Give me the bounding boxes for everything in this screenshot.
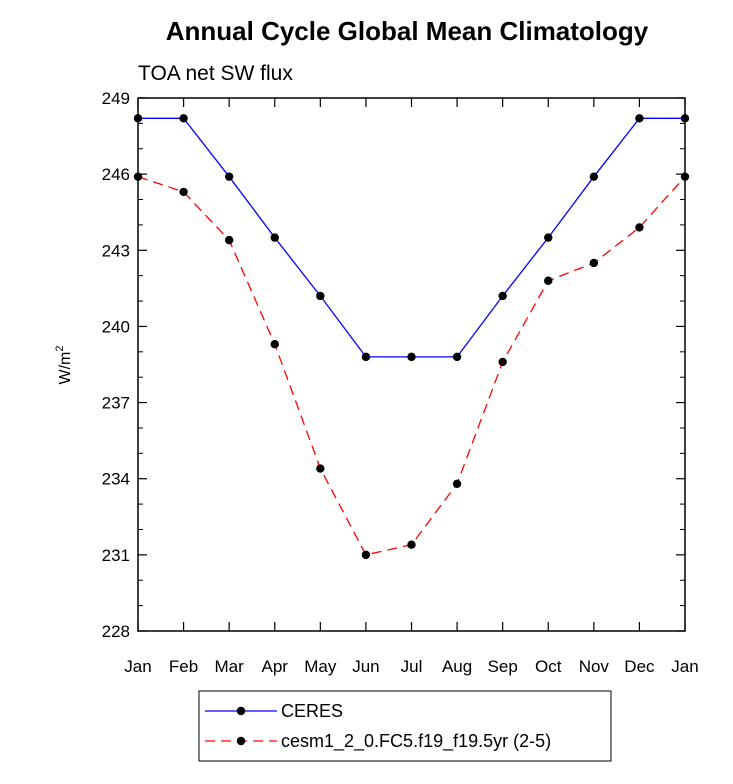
y-tick-label: 246 [102, 165, 130, 184]
legend-items: CERES cesm1_2_0.FC5.f19_f19.5yr (2-5) [205, 701, 551, 752]
series-1 [133, 172, 690, 560]
data-point [544, 233, 553, 242]
x-tick-label: Sep [488, 657, 518, 676]
chart-title: Annual Cycle Global Mean Climatology [166, 16, 649, 46]
x-tick-label: Jan [124, 657, 151, 676]
legend-box [198, 690, 612, 762]
data-point [361, 550, 371, 560]
data-point [635, 223, 644, 232]
data-point [407, 352, 416, 362]
x-tick-label: Jun [352, 657, 379, 676]
data-point [589, 258, 599, 268]
data-point [316, 464, 325, 473]
x-tick-label: Dec [624, 657, 655, 676]
data-point [270, 233, 279, 242]
x-tick-label: Nov [579, 657, 610, 676]
x-tick-label: May [304, 657, 337, 676]
data-point [635, 114, 644, 123]
data-point [179, 114, 188, 123]
series-0 [133, 114, 690, 362]
chart-subtitle: TOA net SW flux [138, 62, 293, 85]
data-point [452, 479, 462, 488]
data-point [452, 352, 462, 362]
legend-marker [236, 736, 246, 746]
legend: CERES cesm1_2_0.FC5.f19_f19.5yr (2-5) [198, 690, 612, 762]
axis-ticks [137, 97, 686, 632]
data-point [589, 172, 599, 181]
x-tick-label: Jul [401, 657, 423, 676]
legend-item-0: CERES [205, 701, 343, 721]
data-point [270, 339, 279, 349]
data-point [224, 172, 234, 181]
data-point [133, 114, 143, 123]
series-layer [133, 114, 690, 560]
legend-label: cesm1_2_0.FC5.f19_f19.5yr (2-5) [281, 731, 551, 752]
y-axis-label-text: W/m [57, 352, 74, 385]
legend-label: CERES [281, 701, 343, 721]
x-tick-label: Aug [442, 657, 472, 676]
data-point [133, 172, 143, 181]
y-tick-label: 243 [102, 241, 130, 260]
series-line [137, 176, 686, 556]
y-tick-label: 231 [102, 546, 130, 565]
series-line [138, 117, 685, 358]
x-tick-labels: Jan Feb Mar Apr May Jun Jul Aug Sep Oct Nov Dec Jan [124, 657, 698, 676]
y-tick-label: 240 [102, 317, 130, 336]
y-axis-label-superscript: 2 [54, 346, 66, 352]
data-point [544, 276, 553, 285]
svg-text:W/m2: W/m2 [54, 346, 74, 385]
plot-frame [137, 97, 686, 632]
y-tick-label: 228 [102, 622, 130, 641]
data-point [680, 114, 690, 123]
data-point [179, 187, 188, 197]
y-tick-label: 234 [102, 470, 130, 489]
data-point [680, 172, 690, 181]
x-tick-label: Mar [215, 657, 245, 676]
data-point [407, 540, 416, 549]
data-point [224, 235, 234, 245]
y-tick-label: 249 [102, 89, 130, 108]
y-tick-labels: 228 231 234 237 240 243 246 249 [102, 89, 130, 641]
data-point [361, 352, 371, 362]
data-point [498, 291, 507, 301]
x-tick-label: Apr [262, 657, 289, 676]
y-tick-label: 237 [102, 394, 130, 413]
x-tick-label: Feb [169, 657, 198, 676]
x-tick-label: Oct [535, 657, 562, 676]
data-point [316, 291, 325, 301]
legend-item-1: cesm1_2_0.FC5.f19_f19.5yr (2-5) [205, 731, 551, 752]
legend-marker [236, 706, 246, 716]
data-point [498, 357, 507, 367]
y-axis-label: W/m2 [54, 346, 74, 385]
x-tick-label: Jan [671, 657, 698, 676]
